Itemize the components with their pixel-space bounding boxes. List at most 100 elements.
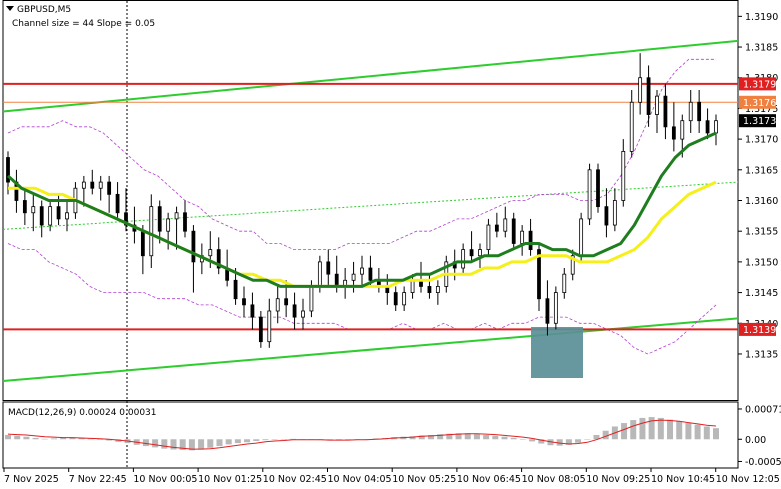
candle [22, 188, 27, 226]
macd-bar [225, 439, 232, 445]
triangle-down-icon[interactable] [6, 6, 14, 11]
channel-info: Channel size = 44 Slope = 0.05 [12, 19, 155, 29]
candle-body [579, 218, 584, 257]
macd-bar [713, 428, 719, 440]
candle [275, 286, 280, 324]
macd-tick-label: -0.00052 [745, 457, 781, 468]
price-tag: 1.3179 [739, 77, 776, 91]
candle [343, 268, 348, 299]
ma-fast-line [6, 131, 717, 288]
macd-bar [667, 419, 674, 440]
candle [326, 249, 331, 287]
price-tag: 1.3173 [739, 114, 776, 128]
candle [267, 298, 272, 348]
macd-bar [290, 438, 297, 440]
candle-body [553, 292, 558, 324]
macd-bar [78, 437, 85, 440]
candle [191, 225, 196, 293]
candle-body [81, 181, 86, 189]
macd-bar [510, 437, 517, 440]
price-tick-label: 1.3160 [745, 196, 778, 207]
macd-bar [262, 439, 269, 441]
macd-bar [464, 433, 471, 440]
candle-body [292, 304, 297, 318]
candle [461, 243, 466, 275]
macd-bar [188, 439, 195, 451]
buy-zone-highlight [531, 327, 583, 378]
candle-body [688, 101, 693, 122]
candle-body [629, 101, 634, 152]
candle-body [646, 77, 651, 115]
level-lines [3, 82, 738, 331]
price-tag-label: 1.3173 [743, 116, 776, 127]
macd-bar [492, 435, 499, 440]
price-tag-bg [739, 114, 776, 128]
candle-body [31, 206, 36, 214]
candle-body [680, 120, 685, 140]
time-tick-label: 10 Nov 01:25 [198, 474, 262, 485]
macd-bar [648, 417, 655, 440]
candle-body [258, 316, 263, 343]
moving-averages [6, 131, 717, 288]
candle [351, 261, 356, 293]
candle [545, 280, 550, 336]
channel-upper-line [2, 39, 739, 113]
macd-bar [271, 439, 278, 440]
macd-bar [69, 437, 76, 440]
price-tick-label: 1.3145 [745, 288, 778, 299]
channel-lower-line [2, 317, 739, 382]
candle-body [317, 261, 322, 287]
candle-body [528, 230, 533, 251]
candle [478, 243, 482, 269]
macd-bar [161, 439, 168, 449]
macd-bar [565, 439, 572, 445]
macd-bar [483, 435, 490, 440]
macd-bar [639, 417, 646, 440]
candle-body [284, 298, 289, 306]
macd-bar [529, 439, 536, 442]
price-tick-label: 1.3135 [745, 349, 778, 360]
candle-body [714, 120, 718, 134]
time-tick-label: 10 Nov 06:45 [457, 474, 521, 485]
macd-bar [14, 435, 21, 440]
macd-bar [244, 439, 251, 443]
candle-body [511, 218, 516, 244]
macd-bar [234, 439, 241, 444]
price-tag-label: 1.3176 [743, 98, 776, 109]
macd-bar [142, 439, 149, 447]
candle-body [48, 206, 53, 226]
candle [216, 237, 221, 275]
candle [663, 83, 668, 140]
candle [385, 274, 390, 305]
candle [705, 108, 710, 140]
macd-bar [418, 435, 425, 440]
candle-body [570, 255, 575, 275]
macd-bar [602, 430, 609, 440]
candle-body [537, 249, 541, 300]
macd-bar [60, 437, 67, 440]
candle-body [596, 169, 600, 208]
candle [562, 268, 567, 299]
candle-body [469, 249, 474, 257]
candle-body [562, 273, 567, 293]
candle-body [326, 261, 331, 275]
macd-bar [198, 439, 205, 450]
candle [174, 206, 179, 250]
macd-bar [5, 435, 11, 440]
candle [90, 169, 95, 195]
candle-body [638, 77, 643, 103]
candle [258, 310, 263, 348]
candle-body [39, 206, 44, 226]
price-tags: 1.3179 1.3176 1.3173 1.3139 [739, 77, 776, 336]
price-tick-label: 1.3190 [745, 12, 778, 23]
macd-bar [703, 426, 710, 440]
macd-bar [50, 438, 57, 440]
macd-bar [621, 423, 628, 440]
candle-body [351, 273, 356, 281]
price-tag-bg [739, 77, 776, 91]
candle-body [250, 304, 255, 318]
candle [596, 163, 600, 213]
candle-body [368, 267, 373, 281]
price-tag-label: 1.3139 [743, 325, 776, 336]
